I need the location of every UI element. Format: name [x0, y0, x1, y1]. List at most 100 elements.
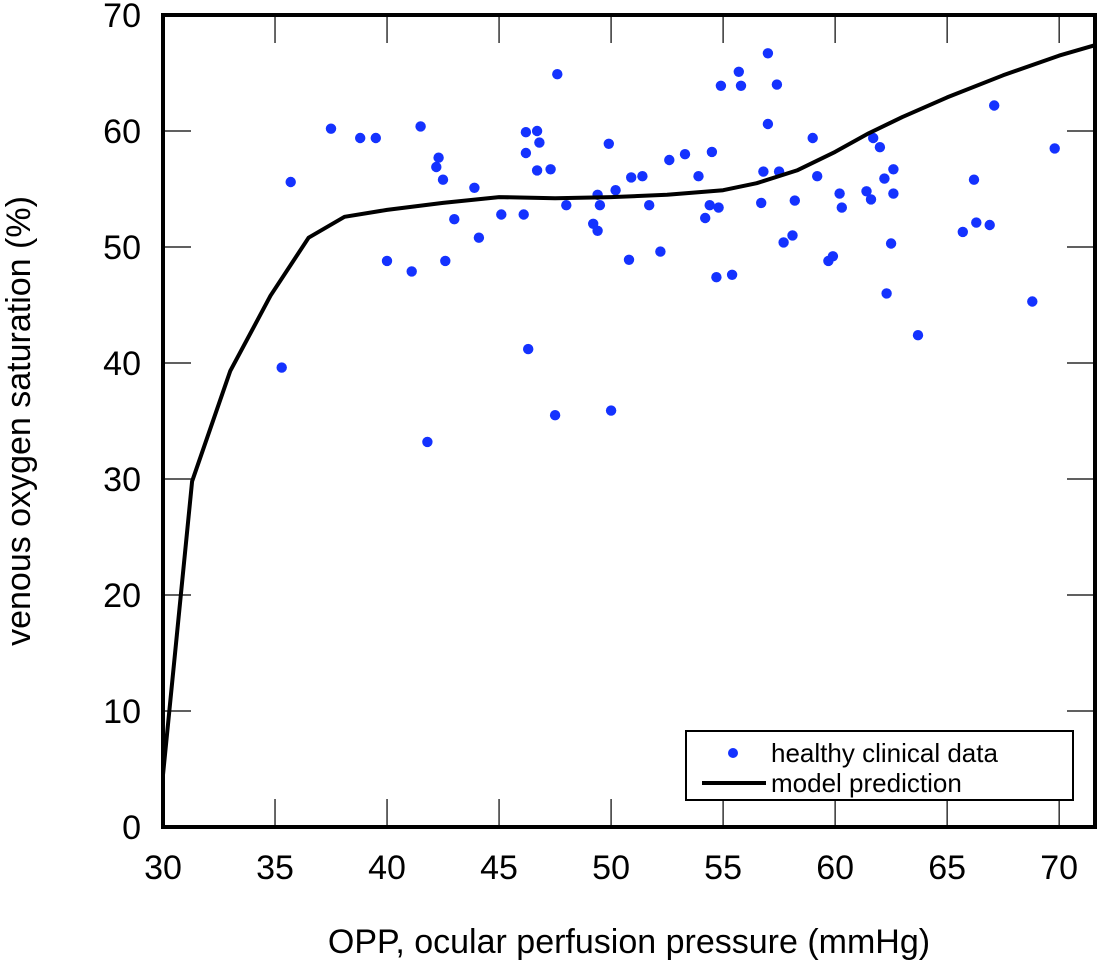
data-point — [726, 269, 738, 280]
data-point — [700, 212, 711, 224]
data-point — [874, 142, 886, 153]
data-point — [325, 123, 337, 134]
data-point — [440, 255, 451, 267]
data-point — [473, 232, 485, 243]
x-tick-label: 40 — [368, 849, 406, 887]
data-point — [433, 152, 444, 163]
data-point — [984, 219, 995, 231]
data-point — [807, 132, 818, 144]
data-point — [778, 237, 789, 248]
legend: healthy clinical data model prediction — [685, 730, 1074, 801]
data-point — [552, 69, 563, 80]
data-point — [715, 80, 727, 92]
data-point — [531, 165, 543, 176]
data-point — [789, 195, 800, 206]
x-tick-label: 50 — [592, 849, 630, 887]
data-point — [523, 343, 534, 355]
x-tick-label: 65 — [928, 849, 966, 887]
data-point — [422, 436, 433, 448]
data-point — [881, 288, 892, 299]
data-point — [534, 137, 545, 148]
x-axis-label: OPP, ocular perfusion pressure (mmHg) — [328, 923, 930, 961]
y-tick-label: 0 — [122, 809, 141, 847]
data-point — [868, 132, 879, 144]
legend-label-data: healthy clinical data — [771, 738, 998, 768]
data-point — [545, 164, 556, 175]
data-point — [561, 200, 572, 211]
y-tick-label: 50 — [103, 229, 141, 267]
data-point — [762, 48, 774, 59]
x-tick-label: 55 — [704, 849, 742, 887]
data-point — [605, 405, 617, 416]
y-axis-label: venous oxygen saturation (%) — [0, 196, 38, 646]
data-point — [496, 209, 507, 220]
data-point — [787, 230, 798, 241]
data-point — [1049, 143, 1060, 154]
data-point — [592, 225, 603, 236]
data-point — [406, 266, 417, 277]
data-point — [989, 100, 1000, 111]
data-point — [888, 164, 899, 175]
axis-ticks — [162, 14, 1095, 828]
legend-box — [685, 730, 1074, 801]
data-point — [437, 174, 449, 185]
data-point — [834, 188, 845, 199]
y-tick-label: 40 — [103, 345, 141, 383]
data-point — [912, 330, 924, 341]
data-point — [971, 217, 982, 228]
plot-frame — [161, 13, 1097, 829]
data-point — [449, 214, 460, 225]
data-point — [381, 255, 393, 267]
x-tick-label: 60 — [816, 849, 854, 887]
data-point — [968, 174, 980, 185]
data-point — [431, 161, 442, 173]
data-point — [812, 171, 823, 182]
data-point — [1027, 296, 1038, 307]
data-point — [771, 79, 783, 90]
data-point — [704, 200, 715, 211]
data-point — [637, 171, 648, 182]
data-point — [610, 185, 621, 196]
y-tick-label: 30 — [103, 461, 141, 499]
data-point — [888, 188, 899, 199]
x-tick-label: 70 — [1040, 849, 1078, 887]
data-point — [549, 410, 561, 421]
data-point — [518, 209, 529, 220]
x-tick-labels: 30 35 40 45 50 55 60 65 70 — [144, 849, 1078, 887]
data-point — [836, 202, 847, 213]
data-point — [415, 121, 426, 132]
data-point — [861, 186, 872, 197]
data-point — [655, 246, 666, 257]
data-point — [713, 202, 724, 213]
data-point — [531, 125, 543, 137]
y-tick-label: 70 — [103, 0, 141, 35]
y-tick-label: 20 — [103, 577, 141, 615]
data-point — [735, 80, 747, 92]
data-point — [827, 251, 839, 262]
data-point — [520, 147, 532, 159]
data-point — [711, 272, 722, 283]
x-tick-label: 30 — [144, 849, 182, 887]
y-tick-label: 10 — [103, 693, 141, 731]
x-tick-label: 45 — [480, 849, 518, 887]
data-point — [706, 146, 718, 158]
data-point — [469, 182, 480, 193]
data-point — [758, 166, 769, 177]
data-point — [623, 254, 635, 265]
data-point — [762, 118, 774, 130]
model-prediction-line — [161, 43, 1096, 775]
scatter-points — [276, 48, 1060, 448]
data-point — [626, 172, 637, 183]
data-point — [693, 171, 704, 182]
data-point — [520, 127, 532, 138]
data-point — [276, 362, 287, 373]
data-point — [285, 176, 296, 188]
data-point — [370, 132, 381, 144]
data-point — [885, 238, 897, 249]
x-tick-label: 35 — [256, 849, 294, 887]
data-point — [594, 200, 606, 211]
legend-dot-marker — [728, 748, 738, 758]
data-point — [679, 149, 691, 160]
y-tick-labels: 0 10 20 30 40 50 60 70 — [103, 0, 141, 847]
